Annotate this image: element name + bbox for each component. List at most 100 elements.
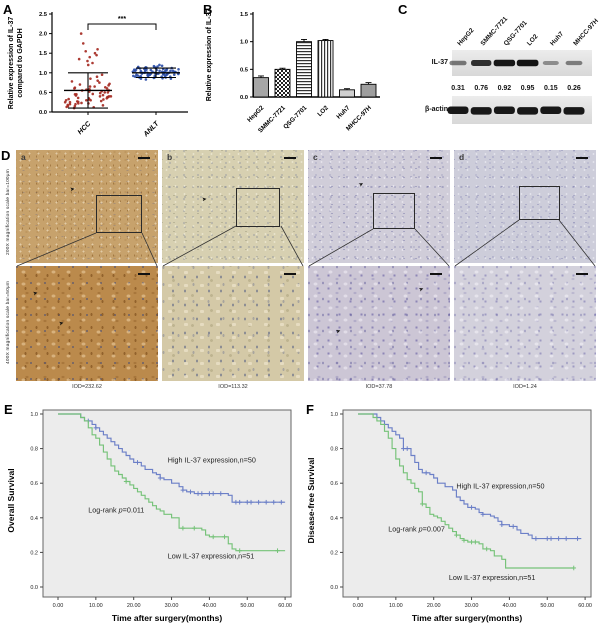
svg-text:1.0: 1.0 — [39, 71, 47, 77]
panel-a: A 0.0 0.5 1.0 1.5 2.0 2.5 Relative expression … — [0, 0, 195, 148]
ihc-image-c-200x: c ➤ — [308, 150, 450, 263]
km-plot-disease-free-survival: 0.00 10.00 20.00 30.00 40.00 50.00 60.00 0.0 0.2… — [306, 409, 592, 623]
svg-text:0.0: 0.0 — [330, 585, 338, 591]
svg-text:1.5: 1.5 — [240, 12, 249, 18]
panel-f: F 0.00 10.00 20.00 30.00 40.00 50.00 60.00 0.0 0… — [300, 398, 600, 628]
svg-text:1.0: 1.0 — [330, 412, 338, 418]
svg-text:0.8: 0.8 — [30, 447, 38, 453]
svg-text:0.2: 0.2 — [30, 550, 38, 556]
arrow-icon: ➤ — [69, 186, 76, 194]
svg-text:50.00: 50.00 — [540, 603, 554, 609]
scatter-plot-il37-tissue: 0.0 0.5 1.0 1.5 2.0 2.5 Relative expression of… — [8, 12, 188, 139]
blot-row-label-il37: IL-37 — [431, 59, 448, 66]
scale-bar — [138, 157, 150, 159]
ihc-image-a-200x: a ➤ — [16, 150, 158, 263]
ihc-image-a-400x: ➤ ➤ — [16, 266, 158, 381]
svg-text:1.5: 1.5 — [39, 51, 48, 57]
svg-text:20.00: 20.00 — [427, 603, 441, 609]
svg-text:HepG2: HepG2 — [246, 104, 266, 124]
svg-text:High IL-37 expression,n=50: High IL-37 expression,n=50 — [456, 481, 544, 490]
arrow-icon: ➤ — [57, 320, 65, 328]
svg-text:Relative expression of IL-37: Relative expression of IL-37 — [8, 17, 15, 110]
arrow-icon: ➤ — [357, 180, 366, 189]
ihc-image-b-400x — [162, 266, 304, 381]
scale-bar — [576, 157, 588, 159]
scale-bar — [430, 273, 442, 275]
panel-d: D 200X magnification scale bar=100μm 400… — [0, 148, 600, 398]
svg-text:0.5: 0.5 — [240, 67, 249, 73]
svg-text:Huh7: Huh7 — [549, 30, 565, 47]
subpanel-letter: a — [21, 152, 26, 162]
svg-text:2.0: 2.0 — [39, 32, 47, 38]
svg-text:compared to GAPDH: compared to GAPDH — [17, 28, 24, 97]
svg-text:MHCC-97H: MHCC-97H — [572, 17, 600, 47]
arrow-icon: ➤ — [32, 290, 39, 298]
inset-box — [373, 192, 416, 229]
panel-b: B 0.0 0.5 1.0 1.5 Relative expression of IL-… — [195, 0, 390, 150]
iod-value: IOD=1.24 — [513, 384, 537, 390]
svg-text:0.6: 0.6 — [330, 481, 338, 487]
inset-box — [519, 186, 560, 220]
svg-text:0.26: 0.26 — [567, 85, 581, 92]
ihc-image-b-200x: b ➤ — [162, 150, 304, 263]
svg-text:1.0: 1.0 — [30, 412, 38, 418]
svg-text:40.00: 40.00 — [503, 603, 517, 609]
magnification-label-400x: 400X magnification scale bar=50μm — [6, 280, 11, 364]
svg-text:0.5: 0.5 — [39, 90, 48, 96]
svg-text:0.00: 0.00 — [353, 603, 364, 609]
ihc-image-c-400x: ➤ ➤ — [308, 266, 450, 381]
svg-text:1.0: 1.0 — [240, 40, 248, 46]
scale-bar — [576, 273, 588, 275]
svg-text:0.15: 0.15 — [544, 85, 558, 92]
svg-text:0.76: 0.76 — [474, 85, 488, 92]
arrow-icon: ➤ — [335, 328, 343, 336]
svg-text:LO2: LO2 — [316, 104, 330, 118]
svg-text:0.8: 0.8 — [330, 447, 338, 453]
km-plot-overall-survival: 0.00 10.00 20.00 30.00 40.00 50.00 60.00 0.0 0.2… — [6, 409, 292, 623]
iod-value: IOD=37.78 — [365, 384, 393, 390]
inset-box — [95, 195, 142, 234]
svg-text:0.00: 0.00 — [53, 603, 64, 609]
ihc-column-a: a ➤ ➤ ➤ IOD=232.62 — [16, 150, 158, 394]
svg-text:40.00: 40.00 — [203, 603, 217, 609]
svg-text:Low IL-37 expression,n=51: Low IL-37 expression,n=51 — [168, 551, 255, 560]
panel-c-label: C — [398, 2, 408, 17]
svg-text:10.00: 10.00 — [89, 603, 103, 609]
svg-text:High IL-37 expression,n=50: High IL-37 expression,n=50 — [168, 455, 256, 464]
svg-text:0.0: 0.0 — [240, 95, 248, 101]
panel-c: C IL-37 β-actin HepG2 SMMC-7721 QSG-7701 LO… — [390, 0, 600, 150]
svg-text:LO2: LO2 — [526, 33, 540, 47]
subpanel-letter: c — [313, 152, 318, 162]
scale-bar — [284, 157, 296, 159]
svg-text:HCC: HCC — [77, 120, 93, 136]
panel-e: E 0.00 10.00 20.00 30.00 40.00 50.00 60.00 0.0 0… — [0, 398, 300, 628]
svg-text:10.00: 10.00 — [389, 603, 403, 609]
magnification-label-200x: 200X magnification scale bar=100μm — [6, 169, 11, 255]
svg-text:0.4: 0.4 — [330, 516, 338, 522]
svg-text:2.5: 2.5 — [39, 12, 48, 18]
svg-text:Log-rank p=0.011: Log-rank p=0.011 — [88, 506, 144, 515]
svg-text:30.00: 30.00 — [165, 603, 179, 609]
panel-d-label: D — [1, 148, 11, 163]
svg-text:20.00: 20.00 — [127, 603, 141, 609]
panel-f-label: F — [306, 402, 314, 417]
bar-chart-il37-cell-lines: 0.0 0.5 1.0 1.5 Relative expression of IL-37… — [206, 9, 380, 134]
svg-text:***: *** — [118, 16, 126, 23]
svg-text:50.00: 50.00 — [240, 603, 254, 609]
ihc-image-d-400x — [454, 266, 596, 381]
svg-text:0.31: 0.31 — [451, 85, 465, 92]
ihc-image-d-200x: d — [454, 150, 596, 263]
svg-text:Low IL-37 expression,n=51: Low IL-37 expression,n=51 — [449, 573, 536, 582]
panel-a-label: A — [3, 2, 13, 17]
svg-text:60.00: 60.00 — [278, 603, 292, 609]
subpanel-letter: d — [459, 152, 465, 162]
svg-text:ANLT: ANLT — [142, 120, 161, 139]
svg-text:0.4: 0.4 — [30, 516, 38, 522]
iod-value: IOD=232.62 — [72, 384, 102, 390]
svg-text:Overall Survival: Overall Survival — [6, 468, 16, 532]
scale-bar — [284, 273, 296, 275]
scale-bar — [430, 157, 442, 159]
iod-value: IOD=113.32 — [218, 384, 248, 390]
